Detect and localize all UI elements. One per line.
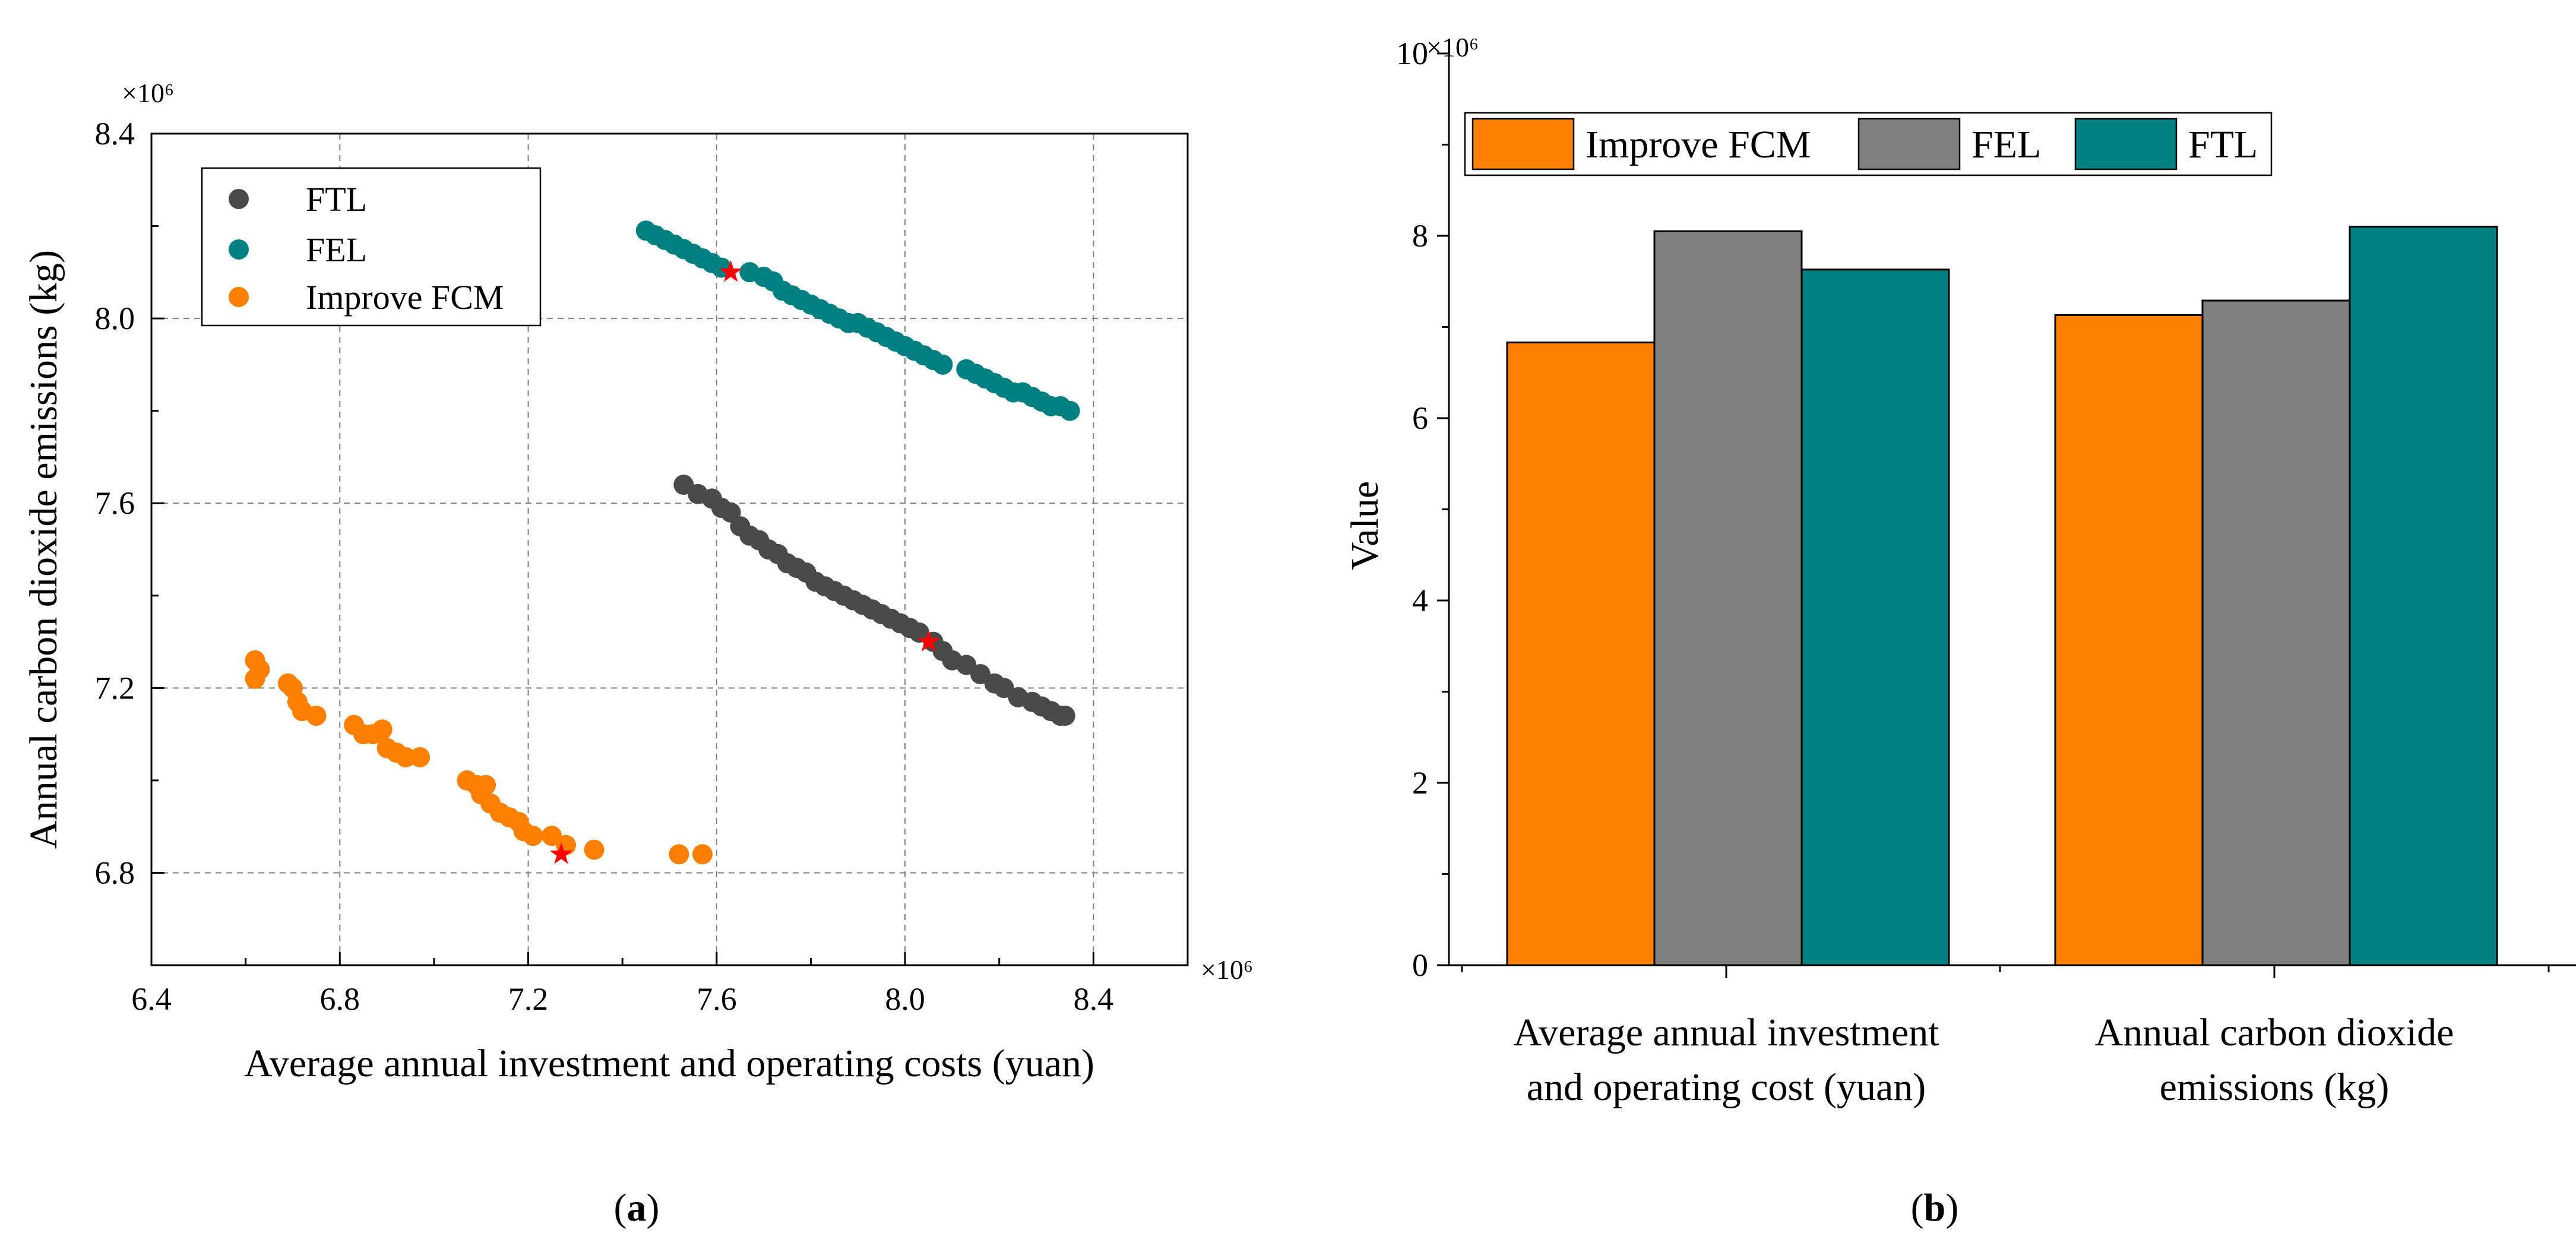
- legend-swatch-improve-fcm: [1471, 118, 1575, 170]
- bar-chart-panel-b: 0 2 4 6 8 10 ×10⁶ Value Average annual invest…: [1343, 32, 2576, 1229]
- legend-item-fel: FEL: [1857, 118, 2041, 170]
- legend-swatch-ftl: [2074, 118, 2178, 170]
- bar-fel-emissions: [2201, 299, 2351, 966]
- bar-ftl-emissions: [2349, 226, 2498, 966]
- legend-marker-fel: [229, 239, 249, 260]
- data-points: [245, 220, 1080, 865]
- category-label-cost: Average annual investment and operating …: [1513, 1011, 1939, 1109]
- bar-improve-fcm-cost: [1506, 342, 1656, 966]
- legend-marker-improve-fcm: [229, 287, 249, 307]
- legend-marker-ftl: [229, 189, 249, 209]
- highlighted-points: [550, 260, 940, 864]
- x-tick-label: 8.0: [885, 981, 925, 1017]
- data-point-improve-fcm: [584, 839, 605, 860]
- star-marker-fel: [719, 260, 742, 282]
- legend: FTL FEL Improve FCM: [201, 167, 542, 327]
- category-label-emissions: Annual carbon dioxide emissions (kg): [2095, 1011, 2454, 1109]
- x-axis-label: Average annual investment and operating …: [244, 1042, 1094, 1085]
- bar-improve-fcm-emissions: [2054, 314, 2204, 966]
- legend-label-ftl: FTL: [306, 180, 367, 219]
- y-axis-label: Annual carbon dioxide emissions (kg): [22, 250, 65, 849]
- legend-item-improve-fcm: Improve FCM: [229, 278, 504, 317]
- data-point-improve-fcm: [245, 668, 265, 689]
- legend-item-ftl: FTL: [2074, 118, 2258, 170]
- legend-label-improve-fcm: Improve FCM: [306, 278, 504, 317]
- bar-ftl-cost: [1800, 268, 1950, 966]
- series-improve-fcm: [245, 650, 713, 865]
- y-axis-multiplier: ×10⁶: [122, 78, 174, 108]
- y-axis-label: Value: [1343, 481, 1387, 570]
- x-axis-multiplier: ×10⁶: [1201, 954, 1253, 985]
- legend-swatch-fel: [1857, 118, 1961, 170]
- y-tick-label: 6.8: [95, 855, 135, 890]
- legend-item-improve-fcm: Improve FCM: [1471, 118, 1811, 170]
- bar-fel-cost: [1653, 230, 1803, 966]
- y-tick-label: 2: [1412, 765, 1428, 801]
- y-axis-multiplier: ×10⁶: [1426, 32, 1479, 62]
- series-ftl: [673, 475, 1075, 726]
- series-fel: [635, 220, 1080, 421]
- legend-label-improve-fcm: Improve FCM: [1586, 123, 1811, 166]
- data-point-improve-fcm: [476, 775, 496, 795]
- y-tick-label: 4: [1412, 583, 1428, 618]
- y-tick-label: 7.6: [95, 485, 135, 521]
- x-tick-label: 7.6: [697, 981, 737, 1017]
- panel-label-b: (b): [1911, 1186, 1959, 1229]
- x-tick-label: 6.4: [131, 981, 172, 1017]
- star-marker-improve-fcm: [550, 842, 573, 864]
- x-tick-label: 8.4: [1074, 981, 1114, 1017]
- scatter-chart-panel-a: 6.4 6.8 7.2 7.6 8.0 8.4 6.8 7.2 7.6 8.0 8.4 ×10⁶ ×…: [22, 78, 1253, 1229]
- data-point-improve-fcm: [306, 706, 327, 726]
- legend-item-fel: FEL: [229, 230, 367, 269]
- data-point-improve-fcm: [395, 747, 416, 767]
- legend: Improve FCM FEL FTL: [1464, 112, 2273, 176]
- legend-label-ftl: FTL: [2188, 123, 2258, 166]
- legend-label-fel: FEL: [306, 230, 367, 269]
- x-tick-label: 7.2: [508, 981, 549, 1017]
- x-tick-label: 6.8: [320, 981, 360, 1017]
- bars: [1506, 226, 2498, 966]
- data-point-fel: [932, 354, 953, 375]
- category-label-line: emissions (kg): [2160, 1066, 2390, 1109]
- y-tick-label: 10: [1396, 36, 1428, 71]
- data-point-improve-fcm: [669, 844, 689, 865]
- panel-label-a: (a): [614, 1186, 660, 1229]
- y-tick-label: 8.4: [95, 116, 135, 151]
- legend-item-ftl: FTL: [229, 180, 367, 219]
- data-point-improve-fcm: [523, 826, 543, 846]
- y-tick-label: 0: [1412, 947, 1428, 983]
- data-point-ftl: [1055, 706, 1075, 726]
- axis-ticks: 6.4 6.8 7.2 7.6 8.0 8.4 6.8 7.2 7.6 8.0 8.4: [95, 116, 1189, 1017]
- category-label-line: and operating cost (yuan): [1527, 1066, 1926, 1109]
- data-point-fel: [1059, 400, 1080, 421]
- category-label-line: Average annual investment: [1513, 1011, 1939, 1054]
- data-point-improve-fcm: [692, 844, 713, 865]
- y-tick-label: 6: [1412, 400, 1428, 436]
- data-point-improve-fcm: [372, 719, 393, 740]
- y-tick-label: 8: [1412, 218, 1428, 254]
- legend-box: [201, 167, 542, 327]
- y-tick-label: 7.2: [95, 670, 135, 706]
- y-tick-label: 8.0: [95, 301, 135, 336]
- category-label-line: Annual carbon dioxide: [2095, 1011, 2454, 1054]
- axis-ticks: 0 2 4 6 8 10: [1396, 36, 2550, 983]
- data-point-improve-fcm: [410, 747, 431, 767]
- star-marker-ftl: [917, 630, 940, 652]
- legend-label-fel: FEL: [1971, 123, 2041, 166]
- plot-frame: [150, 132, 1189, 966]
